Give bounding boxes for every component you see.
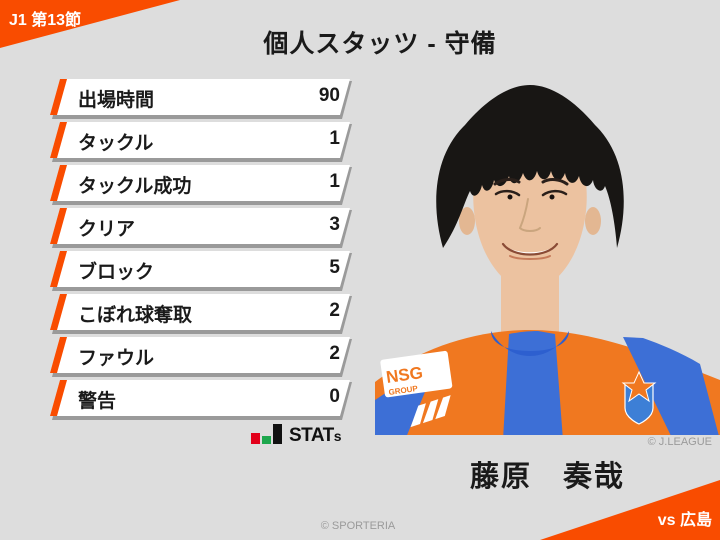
svg-text:STATs: STATs: [289, 425, 342, 444]
